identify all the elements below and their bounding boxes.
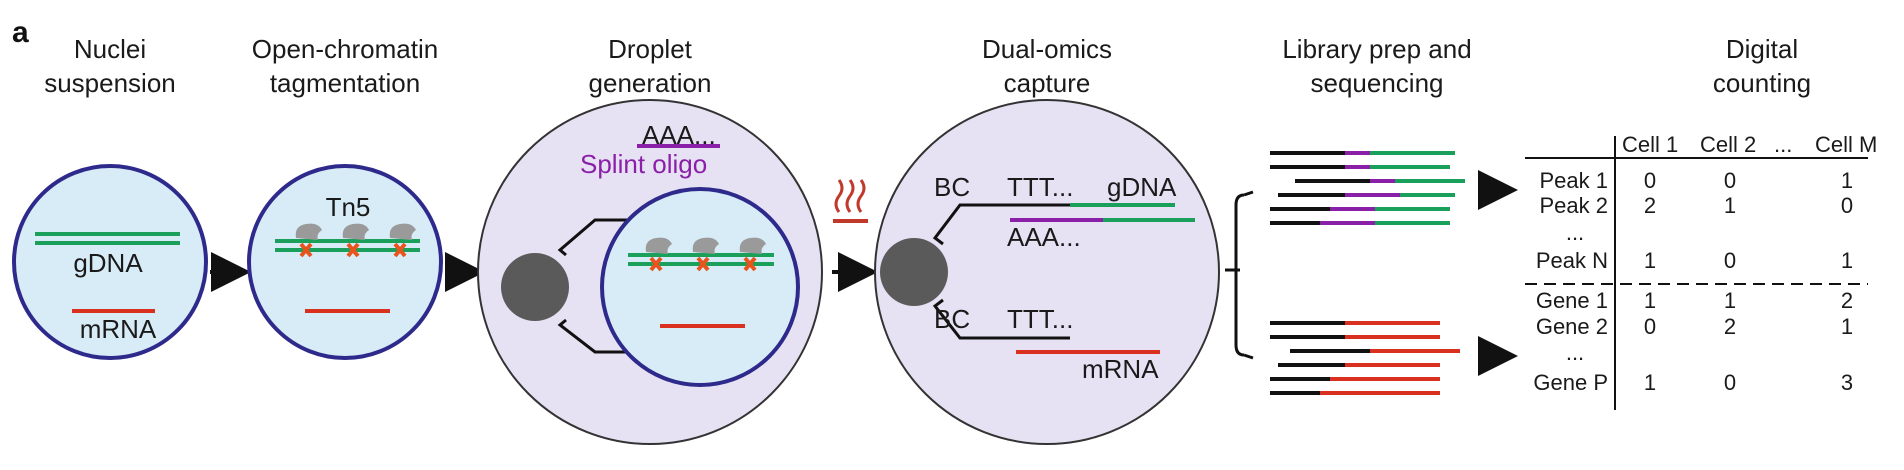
step-titles: Nuclei suspension Open-chromatin tagment… <box>44 34 1811 98</box>
gdna-label: gDNA <box>73 248 143 278</box>
bead-oligo-bottom <box>557 318 630 354</box>
row-label-peak-ellipsis: ... <box>1566 220 1584 245</box>
cell-gene1-c1: 1 <box>1644 288 1656 313</box>
row-label-gene-ellipsis: ... <box>1566 340 1584 365</box>
step-4-title-line2: capture <box>1004 68 1091 98</box>
droplet-4: BC TTT... gDNA AAA... BC TTT... mRNA <box>874 99 1220 445</box>
cell-peakn-c1: 1 <box>1644 248 1656 273</box>
row-label-peak2: Peak 2 <box>1540 193 1609 218</box>
rna-library-reads <box>1270 321 1460 395</box>
nucleus-2: Tn5 <box>247 164 443 360</box>
barcode-bead <box>501 253 569 321</box>
mrna-label: mRNA <box>1082 354 1159 384</box>
col-header-cell2: Cell 2 <box>1700 132 1756 157</box>
bead-oligo-top <box>932 203 1070 246</box>
bc-label-bottom: BC <box>934 304 970 334</box>
bead-oligo-top <box>557 218 630 257</box>
nucleus-1: gDNA mRNA <box>12 164 208 360</box>
cell-gene2-cm: 1 <box>1841 314 1853 339</box>
splint-oligo-label: Splint oligo <box>580 149 707 179</box>
step-4-title-line1: Dual-omics <box>982 34 1112 64</box>
cell-peak2-c1: 2 <box>1644 193 1656 218</box>
gdna-label: gDNA <box>1107 172 1177 202</box>
bead-oligo-bottom <box>932 298 1070 340</box>
cell-peak1-c2: 0 <box>1724 168 1736 193</box>
cell-peakn-c2: 0 <box>1724 248 1736 273</box>
ttt-label-top: TTT... <box>1007 172 1073 202</box>
tn5-transposome-1 <box>295 223 322 258</box>
step-6-title-line1: Digital <box>1726 34 1798 64</box>
ttt-label-bottom: TTT... <box>1007 304 1073 334</box>
step-1-title-line1: Nuclei <box>74 34 146 64</box>
tn5-transposome-1 <box>645 237 672 272</box>
nucleus-circle <box>600 187 800 387</box>
cell-genep-cm: 3 <box>1841 370 1853 395</box>
droplet-3: AAA... Splint oligo <box>477 99 823 445</box>
nucleus-circle <box>12 164 208 360</box>
aaa-label: AAA... <box>642 120 716 150</box>
col-header-cellm: Cell M <box>1815 132 1877 157</box>
row-label-gene2: Gene 2 <box>1536 314 1608 339</box>
bc-label-top: BC <box>934 172 970 202</box>
col-header-ellipsis: ... <box>1774 132 1792 157</box>
count-matrix: Cell 1 Cell 2 ... Cell M Peak 1 0 0 1 Pe… <box>1525 132 1877 410</box>
tn5-transposome-3 <box>389 223 416 258</box>
step-5-title-line1: Library prep and <box>1282 34 1471 64</box>
step-1-title-line2: suspension <box>44 68 176 98</box>
cell-gene1-cm: 2 <box>1841 288 1853 313</box>
step-6-title-line2: counting <box>1713 68 1811 98</box>
droplet-circle <box>874 99 1220 445</box>
cell-genep-c2: 0 <box>1724 370 1736 395</box>
barcode-bead <box>880 238 948 306</box>
cell-peakn-cm: 1 <box>1841 248 1853 273</box>
cell-gene2-c1: 0 <box>1644 314 1656 339</box>
cell-peak2-c2: 1 <box>1724 193 1736 218</box>
tn5-label: Tn5 <box>326 192 371 222</box>
tn5-transposome-2 <box>692 237 719 272</box>
cell-peak2-cm: 0 <box>1841 193 1853 218</box>
cell-peak1-cm: 1 <box>1841 168 1853 193</box>
row-label-genep: Gene P <box>1533 370 1608 395</box>
step-3-title-line2: generation <box>589 68 712 98</box>
row-label-gene1: Gene 1 <box>1536 288 1608 313</box>
tn5-transposome-3 <box>739 237 766 272</box>
cell-gene2-c2: 2 <box>1724 314 1736 339</box>
aaa-label: AAA... <box>1007 222 1081 252</box>
heat-icon <box>833 179 868 223</box>
split-bracket <box>1225 190 1254 360</box>
cell-genep-c1: 1 <box>1644 370 1656 395</box>
row-label-peakn: Peak N <box>1536 248 1608 273</box>
panel-label: a <box>12 16 29 49</box>
row-label-peak1: Peak 1 <box>1540 168 1609 193</box>
step-3-title-line1: Droplet <box>608 34 693 64</box>
nucleus-circle <box>247 164 443 360</box>
cell-gene1-c2: 1 <box>1724 288 1736 313</box>
cell-peak1-c1: 0 <box>1644 168 1656 193</box>
mrna-label: mRNA <box>80 314 157 344</box>
atac-library-reads <box>1270 151 1465 225</box>
step-2-title-line1: Open-chromatin <box>252 34 438 64</box>
step-2-title-line2: tagmentation <box>270 68 420 98</box>
tn5-transposome-2 <box>342 223 369 258</box>
step-5-title-line2: sequencing <box>1311 68 1444 98</box>
col-header-cell1: Cell 1 <box>1622 132 1678 157</box>
